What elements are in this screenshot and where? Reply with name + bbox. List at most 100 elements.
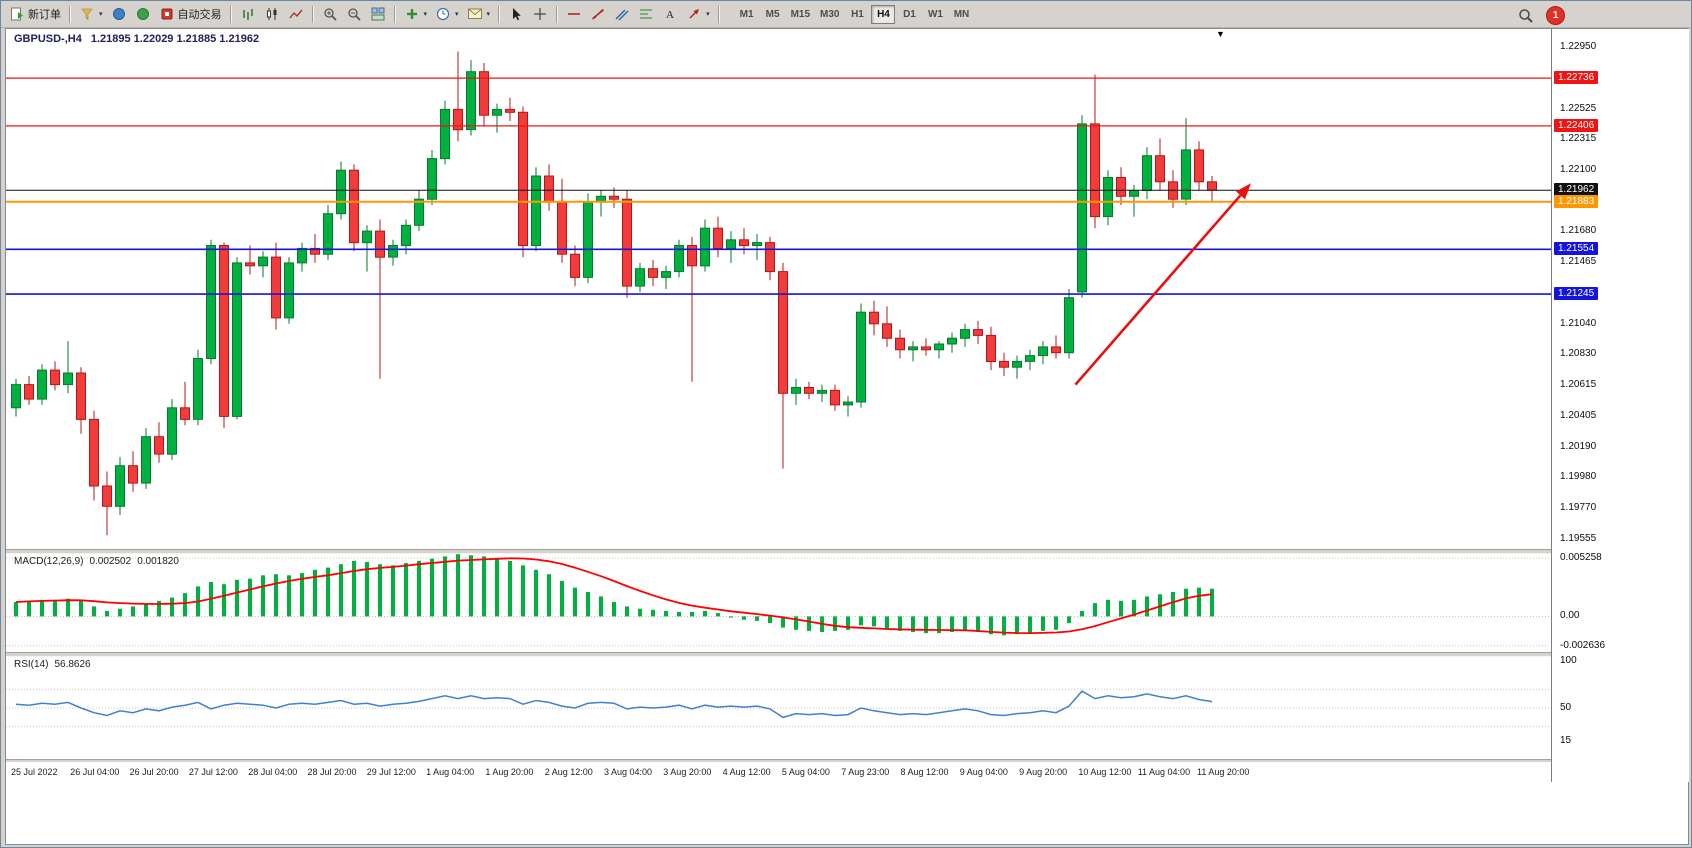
rsi-label: RSI(14) [14,659,49,670]
channel-icon [614,6,630,22]
chart-area[interactable]: GBPUSD-,H4 1.21895 1.22029 1.21885 1.2196… [5,28,1689,845]
price-axis-label: 1.22525 [1560,102,1597,114]
horizontal-line-icon [566,6,582,22]
toolbar-separator [717,5,720,23]
chart-canvas[interactable] [6,29,1551,782]
time-axis-label: 3 Aug 20:00 [663,767,712,777]
panel-splitter-macd[interactable] [6,549,1688,554]
time-axis[interactable]: 25 Jul 2022 26 Jul 04:00 26 Jul 20:00 27 Ju… [6,762,1551,784]
tile-windows-button[interactable] [366,3,390,25]
time-axis-label: 7 Aug 23:00 [841,767,890,777]
price-axis-label: 1.21680 [1560,225,1597,237]
trendline-button[interactable] [586,3,610,25]
timeframe-button-d1[interactable]: D1 [897,5,921,24]
arrows-button[interactable]: ▾ [682,3,714,25]
time-axis-label: 27 Jul 12:00 [188,767,238,777]
text-button[interactable]: A [658,3,682,25]
timeframe-button-m5[interactable]: M5 [761,5,785,24]
main-toolbar: 新订单 ▾ 自动交易 ▾ ▾ ▾ A ▾ M1 M5 M15 M30 H1 H4 D1 W1 MN 1 [1,1,1691,28]
rsi-axis-label: 50 [1560,702,1572,713]
price-axis-label: 1.21040 [1560,317,1597,329]
profiles-icon [79,6,95,22]
price-axis-label: 1.20405 [1560,409,1597,421]
time-axis-label: 8 Aug 12:00 [900,767,949,777]
zoom-out-button[interactable] [342,3,366,25]
arrows-icon [686,6,702,22]
profiles-button[interactable]: ▾ [75,3,107,25]
bar-chart-icon [240,6,256,22]
price-axis-label: 1.22950 [1560,41,1597,53]
price-level-badge: 1.21554 [1554,242,1599,256]
candlestick-chart-button[interactable] [260,3,284,25]
new-order-icon [9,6,25,22]
market-watch-button[interactable] [107,3,131,25]
cursor-button[interactable] [504,3,528,25]
new-order-button[interactable]: 新订单 [5,3,65,25]
toolbar-separator [311,5,314,23]
time-axis-label: 10 Aug 12:00 [1078,767,1132,777]
autotrading-label: 自动交易 [177,9,222,21]
price-level-badge: 1.22406 [1554,118,1599,132]
macd-axis-label: -0.002636 [1560,639,1606,651]
macd-signal-value: 0.001820 [137,556,179,567]
timeframe-button-h1[interactable]: H1 [845,5,869,24]
time-axis-label: 1 Aug 20:00 [485,767,534,777]
alerts-button[interactable]: ▾ [463,3,495,25]
indicators-button[interactable]: ▾ [400,3,432,25]
period-button[interactable]: ▾ [431,3,463,25]
navigator-button[interactable] [131,3,155,25]
price-level-badge: 1.21245 [1554,287,1599,301]
period-icon [435,6,451,22]
time-axis-label: 9 Aug 04:00 [959,767,1008,777]
toolbar-separator [556,5,559,23]
price-axis-label: 1.20615 [1560,379,1597,391]
price-axis-label: 1.22100 [1560,164,1597,176]
price-axis-label: 1.19980 [1560,471,1597,483]
notification-badge[interactable]: 1 [1546,5,1565,25]
tile-windows-icon [370,6,386,22]
line-chart-button[interactable] [284,3,308,25]
timeframe-button-h4[interactable]: H4 [871,4,896,24]
time-axis-label: 1 Aug 04:00 [426,767,475,777]
rsi-value: 56.8626 [54,659,91,670]
zoom-in-button[interactable] [318,3,342,25]
horizontal-line-button[interactable] [562,3,586,25]
toolbar-separator [69,5,71,23]
macd-axis-label: 0.005258 [1560,552,1602,564]
panel-splitter-rsi[interactable] [6,652,1688,657]
price-axis-label: 1.21465 [1560,256,1597,268]
market-watch-icon [111,6,127,22]
crosshair-button[interactable] [528,3,552,25]
symbol-period-label: GBPUSD-,H4 [14,33,82,45]
timeframe-button-m30[interactable]: M30 [816,5,843,24]
ohlc-values: 1.21895 1.22029 1.21885 1.21962 [90,33,260,45]
crosshair-icon [532,6,548,22]
search-button[interactable] [1513,4,1537,26]
time-axis-label: 25 Jul 2022 [11,767,58,777]
macd-label: MACD(12,26,9) [14,556,84,567]
time-axis-label: 3 Aug 04:00 [604,767,653,777]
time-axis-label: 28 Jul 04:00 [248,767,298,777]
time-axis-label: 11 Aug 20:00 [1197,767,1250,777]
timeframe-button-mn[interactable]: MN [949,5,973,24]
time-axis-label: 28 Jul 20:00 [307,767,357,777]
channel-button[interactable] [610,3,634,25]
text-icon: A [662,6,678,22]
bar-chart-button[interactable] [236,3,260,25]
toolbar-right: 1 [1513,4,1565,26]
price-axis-label: 1.19770 [1560,501,1597,513]
timeframe-button-m15[interactable]: M15 [787,5,814,24]
timeframe-button-w1[interactable]: W1 [923,5,947,24]
fibonacci-button[interactable] [634,3,658,25]
toolbar-separator [498,5,501,23]
autotrading-button[interactable]: 自动交易 [155,3,226,25]
time-axis-label: 29 Jul 12:00 [366,767,416,777]
price-axis[interactable]: 1.22950 1.22525 1.22315 1.22100 1.21680 1.214… [1551,29,1689,782]
timeframe-button-m1[interactable]: M1 [735,5,759,24]
price-axis-label: 1.20830 [1560,348,1597,360]
time-axis-label: 26 Jul 20:00 [129,767,179,777]
price-shift-marker[interactable]: ▼ [1216,29,1225,39]
toolbar-separator [229,5,232,23]
rsi-axis-label: 100 [1560,655,1577,666]
